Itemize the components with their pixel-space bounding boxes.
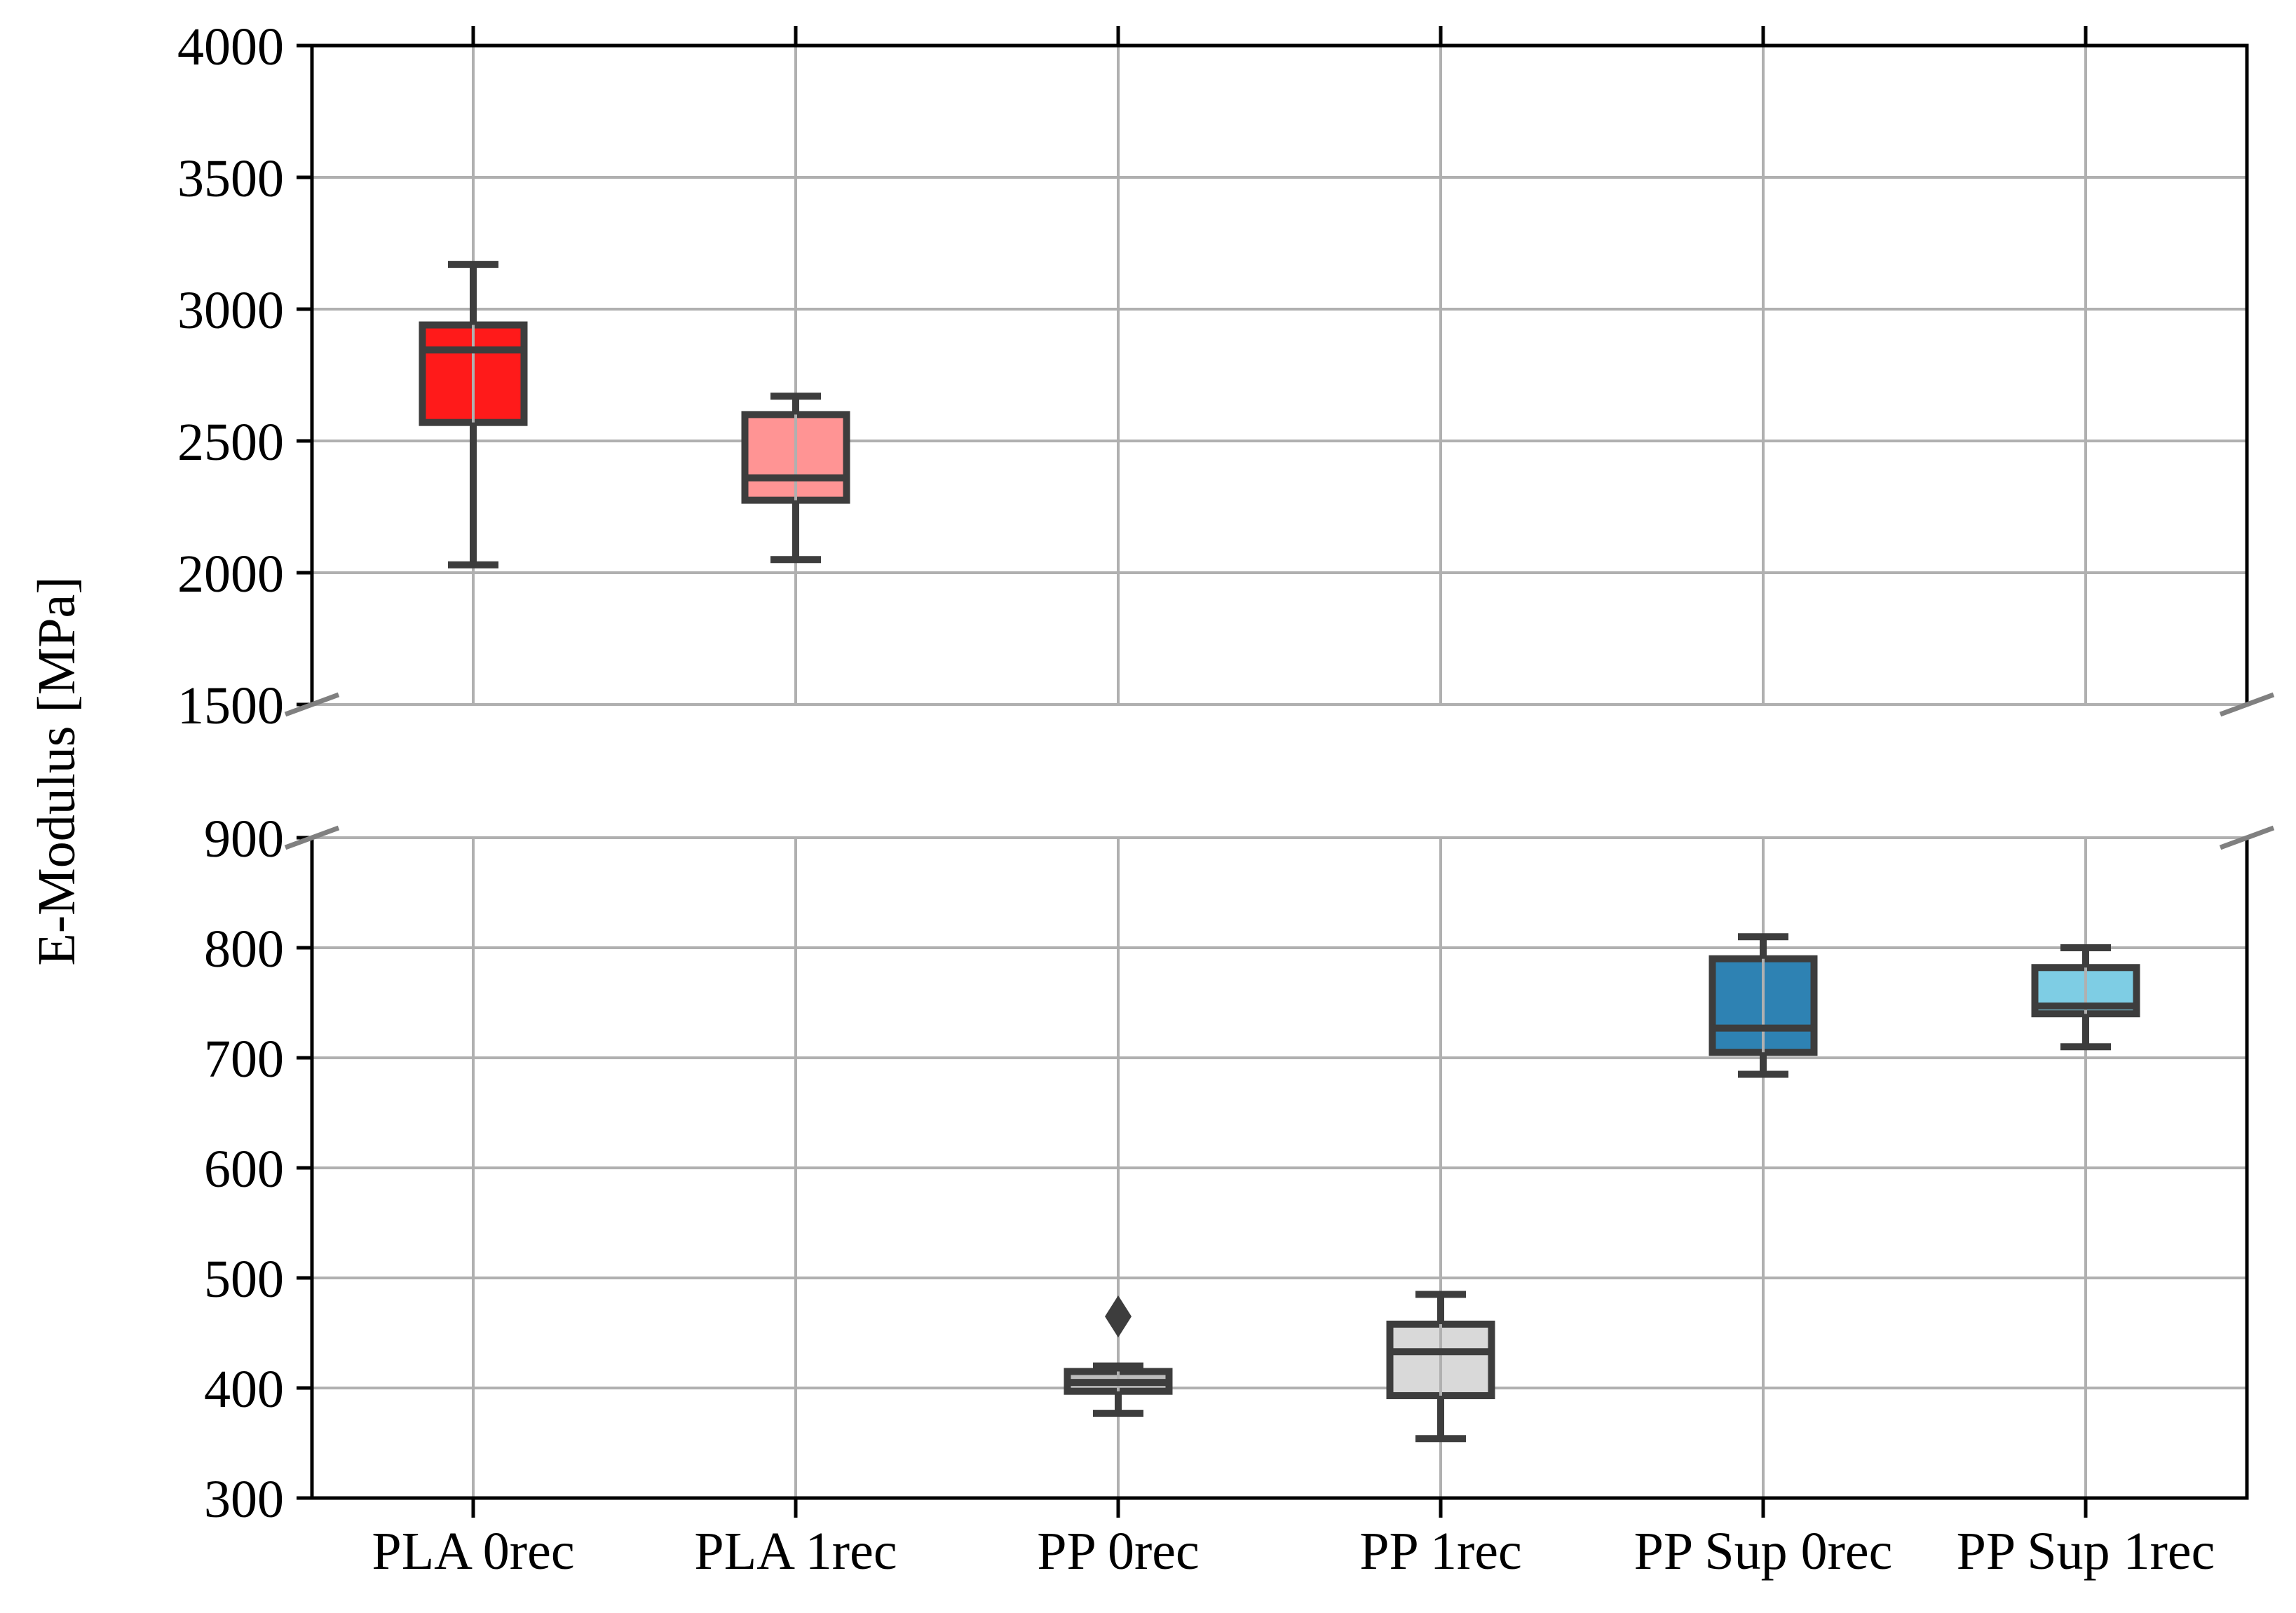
axis-break-marks (284, 692, 2275, 850)
x-tick-label: PP Sup 0rec (1634, 1522, 1893, 1581)
x-tick-label: PP 1rec (1359, 1522, 1522, 1581)
lower-y-tick-label: 300 (204, 1470, 284, 1529)
break-mark (2219, 825, 2275, 850)
box-pp-0rec (1064, 1295, 1173, 1417)
lower-y-tick-label: 400 (204, 1360, 284, 1419)
box-pp-sup-1rec (2031, 944, 2140, 1051)
x-tick-labels: PLA 0rec PLA 1rec PP 0rec PP 1rec PP Sup 0re… (372, 1522, 2215, 1581)
box-pla-1rec (741, 393, 850, 564)
upper-panel: 1500 2000 2500 3000 3500 4000 (177, 18, 2249, 735)
upper-y-tick-label: 1500 (177, 676, 284, 735)
y-axis-title: E-Modulus [MPa] (27, 576, 86, 965)
upper-y-tick-label: 2000 (177, 545, 284, 604)
upper-y-tick-label: 3000 (177, 281, 284, 340)
upper-y-tick-label: 4000 (177, 18, 284, 76)
box-pp-1rec (1386, 1291, 1495, 1443)
lower-y-tick-label: 500 (204, 1250, 284, 1309)
box-pp-sup-0rec (1709, 933, 1818, 1078)
lower-y-tick-label: 800 (204, 920, 284, 979)
upper-y-tick-label: 2500 (177, 413, 284, 472)
x-tick-label: PLA 0rec (372, 1522, 574, 1581)
upper-y-tick-label: 3500 (177, 149, 284, 208)
break-mark (284, 692, 340, 717)
break-mark (2219, 692, 2275, 717)
break-mark (284, 825, 340, 850)
upper-frame (310, 43, 2249, 705)
x-tick-label: PP Sup 1rec (1957, 1522, 2215, 1581)
box-pla-0rec (419, 261, 528, 569)
lower-y-tick-label: 600 (204, 1140, 284, 1199)
lower-y-tick-label: 900 (204, 810, 284, 869)
x-tick-label: PP 0rec (1037, 1522, 1200, 1581)
lower-panel: 300 400 500 600 700 800 900 (204, 810, 2249, 1529)
lower-y-tick-label: 700 (204, 1030, 284, 1089)
outlier-point (1105, 1295, 1132, 1338)
x-tick-label: PLA 1rec (694, 1522, 897, 1581)
